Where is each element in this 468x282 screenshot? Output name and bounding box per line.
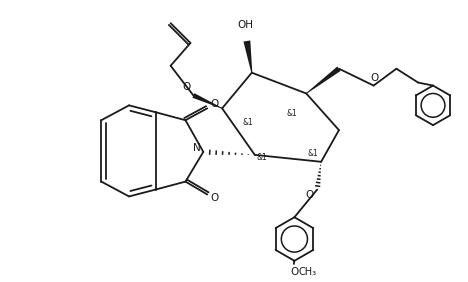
Polygon shape [192, 93, 222, 109]
Text: O: O [210, 99, 219, 109]
Text: &1: &1 [308, 149, 319, 158]
Text: O: O [210, 193, 219, 203]
Polygon shape [243, 40, 252, 73]
Text: OH: OH [237, 20, 253, 30]
Text: N: N [193, 143, 201, 153]
Text: O: O [371, 73, 379, 83]
Text: O: O [183, 81, 190, 92]
Polygon shape [306, 67, 341, 94]
Text: O: O [305, 190, 314, 201]
Text: &1: &1 [242, 118, 253, 127]
Text: O: O [290, 267, 299, 277]
Text: &1: &1 [256, 153, 267, 162]
Text: CH₃: CH₃ [298, 267, 316, 277]
Text: &1: &1 [286, 109, 297, 118]
